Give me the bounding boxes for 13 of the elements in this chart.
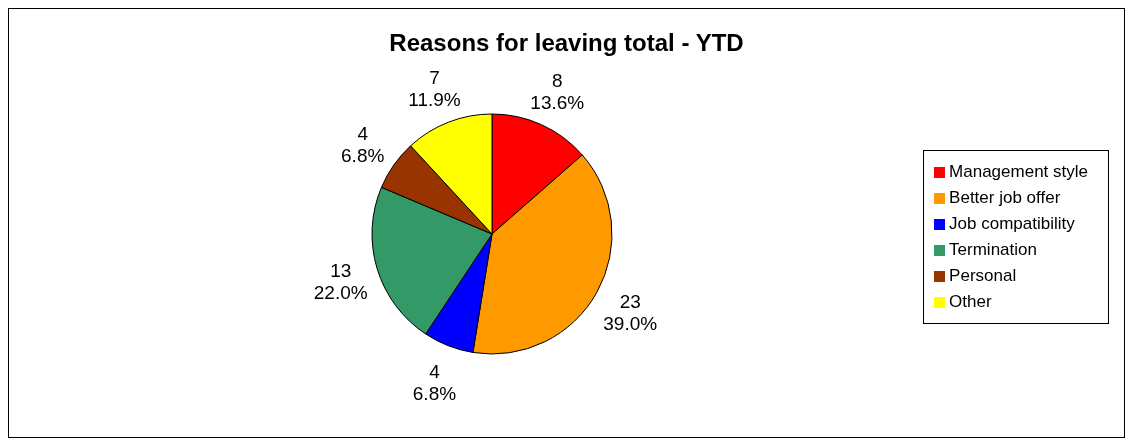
data-label: 8 13.6%	[530, 69, 585, 113]
legend-label: Management style	[949, 162, 1088, 181]
legend-label: Better job offer	[949, 188, 1061, 207]
legend-label: Job compatibility	[949, 214, 1075, 233]
data-label: 23 39.0%	[603, 290, 658, 334]
legend-label: Other	[949, 292, 992, 311]
chart-title: Reasons for leaving total - YTD	[388, 28, 745, 58]
data-label: 4 6.8%	[341, 122, 385, 166]
data-label: 7 11.9%	[408, 66, 461, 110]
legend-label: Termination	[949, 240, 1037, 259]
data-label: 13 22.0%	[313, 259, 368, 303]
legend-label: Personal	[949, 266, 1017, 285]
data-label: 4 6.8%	[412, 360, 457, 404]
